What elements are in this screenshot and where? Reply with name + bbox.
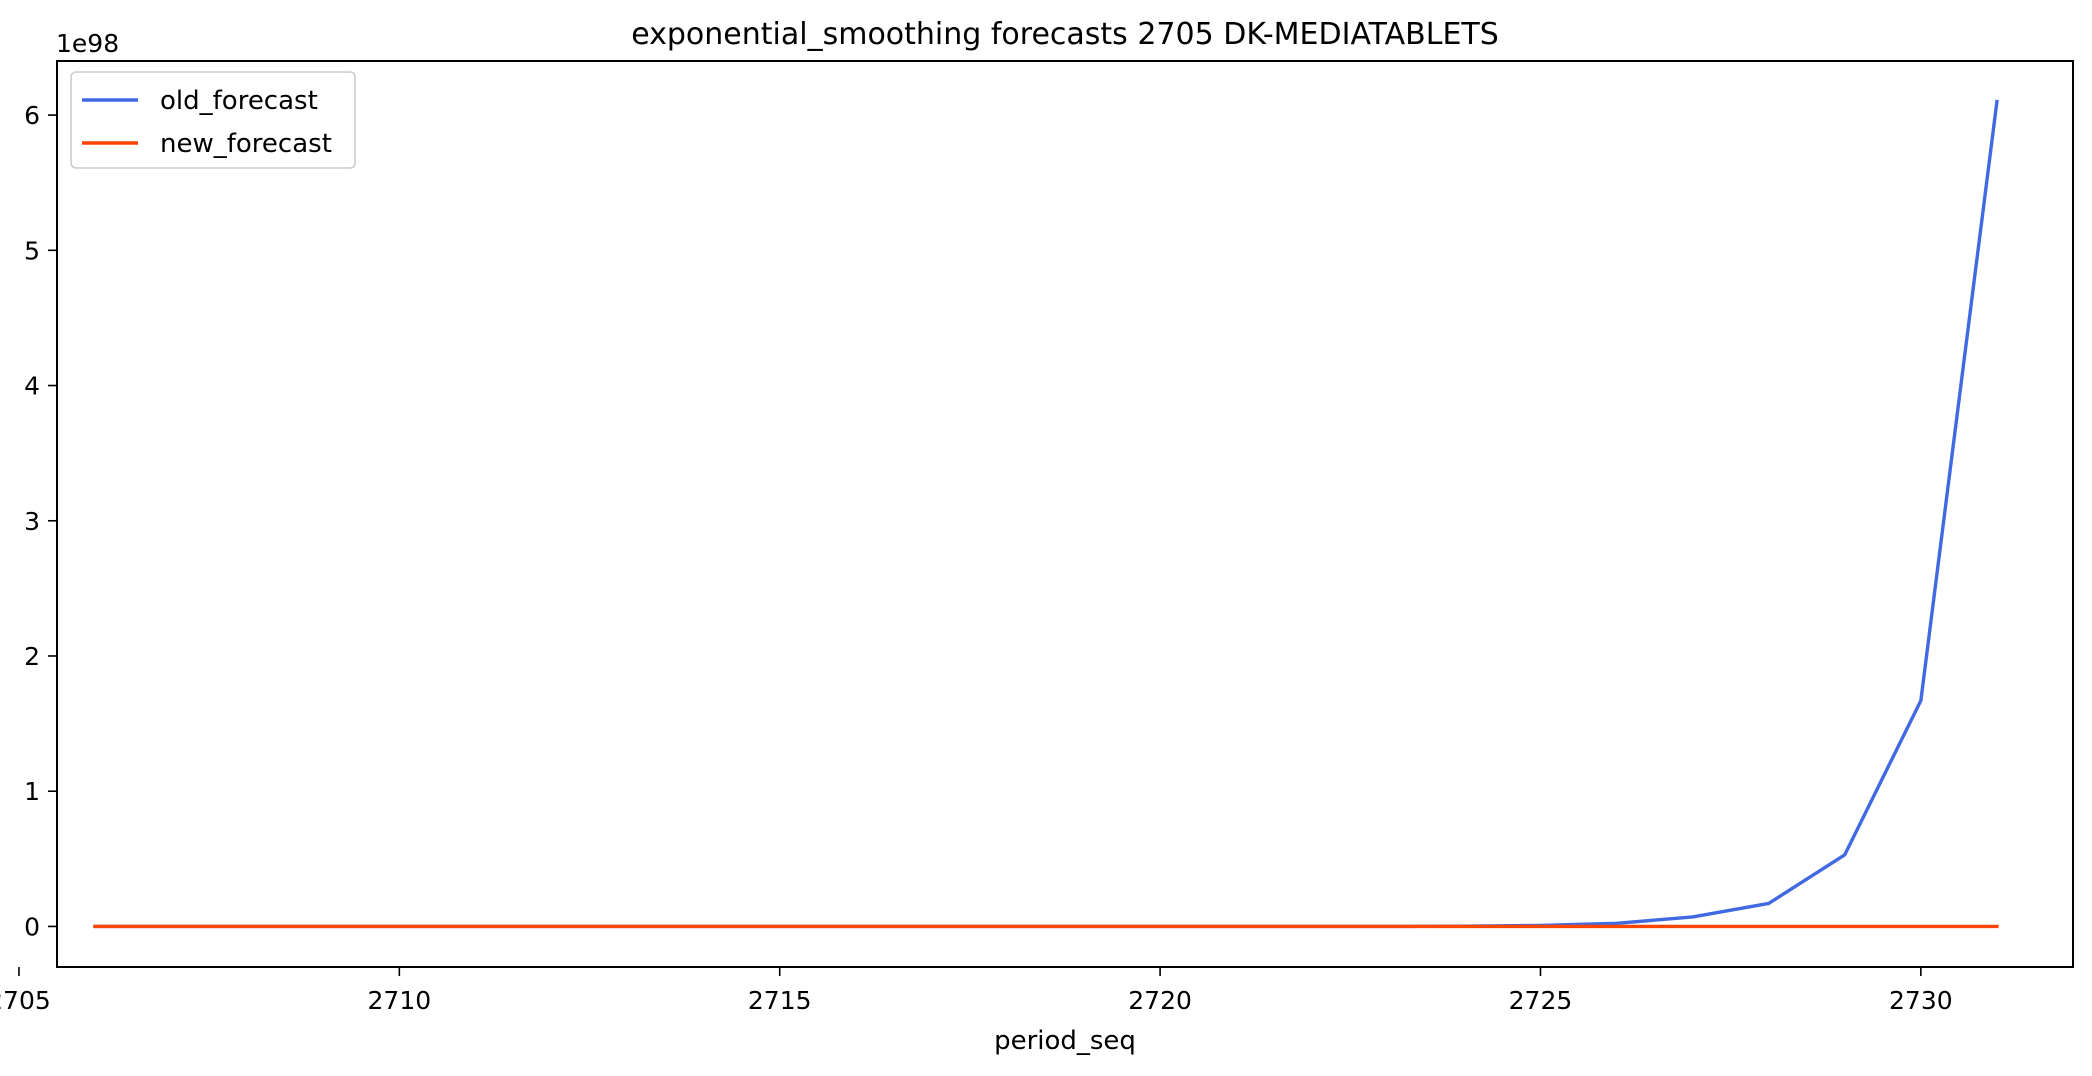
x-tick-label: 2705 xyxy=(0,986,51,1015)
x-axis: 2705 2710 2715 2720 2725 2730 xyxy=(0,967,1953,1015)
chart-title: exponential_smoothing forecasts 2705 DK-… xyxy=(631,17,1499,52)
y-tick-label: 6 xyxy=(24,101,40,130)
x-axis-label: period_seq xyxy=(994,1026,1136,1056)
y-tick-label: 3 xyxy=(24,507,40,536)
y-tick-label: 1 xyxy=(24,777,40,806)
y-tick-label: 0 xyxy=(24,912,40,941)
y-tick-label: 2 xyxy=(24,642,40,671)
plot-frame xyxy=(56,60,2074,968)
x-tick-label: 2710 xyxy=(368,986,432,1015)
plot-area xyxy=(93,99,1999,929)
legend-label-new-forecast: new_forecast xyxy=(160,129,332,159)
series-line-old-forecast xyxy=(93,99,1999,929)
legend-frame xyxy=(70,71,356,169)
x-tick-label: 2730 xyxy=(1889,986,1953,1015)
legend[interactable]: old_forecast new_forecast xyxy=(70,71,356,169)
y-tick-label: 5 xyxy=(24,236,40,265)
y-axis: 0 1 2 3 4 5 6 xyxy=(24,101,57,941)
x-tick-label: 2725 xyxy=(1509,986,1573,1015)
x-tick-label: 2715 xyxy=(748,986,812,1015)
legend-label-old-forecast: old_forecast xyxy=(160,86,318,116)
y-tick-label: 4 xyxy=(24,372,40,401)
y-axis-offset-label: 1e98 xyxy=(56,29,119,58)
x-tick-label: 2720 xyxy=(1128,986,1192,1015)
